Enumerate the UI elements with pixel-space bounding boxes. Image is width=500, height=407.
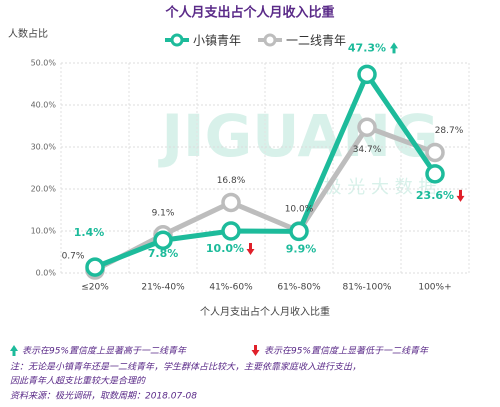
data-label: 10.0% xyxy=(206,242,244,255)
watermark: 极 光 大 数 据 xyxy=(324,177,437,198)
y-tick-label: 40.0% xyxy=(31,101,57,110)
data-label: 47.3% xyxy=(348,41,386,54)
note: 注：无论是小镇青年还是一二线青年，学生群体占比较大，主要依靠家庭收入进行支出， xyxy=(10,362,361,373)
point xyxy=(85,257,105,277)
point xyxy=(425,164,445,184)
down-arrow xyxy=(246,243,255,255)
source: 资料来源：极光调研，取数周期：2018.07-08 xyxy=(10,391,197,402)
y-tick-label: 20.0% xyxy=(31,185,57,194)
x-tick-label: 61%-80% xyxy=(277,283,321,293)
data-label: 10.0% xyxy=(285,205,314,215)
x-tick-label: ≤20% xyxy=(81,283,109,293)
chart-title: 个人月支出占个人月收入比重 xyxy=(164,5,334,21)
note-down: 表示在95%置信度上显著低于一二线青年 xyxy=(264,346,429,357)
note: 因此青年人超支比重较大是合理的 xyxy=(10,376,146,387)
legend-marker xyxy=(170,33,184,47)
x-axis-label: 个人月支出占个人月收入比重 xyxy=(200,305,330,318)
x-tick-label: 21%-40% xyxy=(141,283,185,293)
x-tick-label: 41%-60% xyxy=(209,283,253,293)
point xyxy=(357,64,377,85)
legend-label: 小镇青年 xyxy=(193,34,241,48)
data-label: 16.8% xyxy=(217,176,246,186)
point xyxy=(425,142,445,163)
data-label: 23.6% xyxy=(416,189,454,202)
y-axis-label: 人数占比 xyxy=(8,27,48,40)
point xyxy=(221,192,241,213)
up-arrow-icon xyxy=(10,345,18,356)
point xyxy=(357,117,377,138)
point xyxy=(289,221,309,242)
y-tick-label: 30.0% xyxy=(31,143,57,152)
up-arrow xyxy=(390,42,398,54)
data-label: 0.7% xyxy=(62,252,85,262)
y-tick-label: 10.0% xyxy=(31,227,57,236)
series-line xyxy=(93,124,436,273)
down-arrow xyxy=(456,189,465,202)
data-label: 7.8% xyxy=(148,247,179,260)
data-label: 28.7% xyxy=(435,126,464,136)
point xyxy=(221,221,241,241)
down-arrow-icon xyxy=(251,345,260,356)
series-line xyxy=(94,69,438,270)
data-label: 9.9% xyxy=(286,242,317,255)
y-tick-label: 50.0% xyxy=(31,59,57,68)
legend-label: 一二线青年 xyxy=(286,34,346,48)
data-label: 34.7% xyxy=(353,145,382,155)
x-tick-label: 81%-100% xyxy=(343,283,392,293)
y-tick-label: 0.0% xyxy=(36,269,57,278)
legend-marker xyxy=(263,33,277,47)
x-tick-label: 100%+ xyxy=(418,283,451,293)
data-label: 1.4% xyxy=(74,226,105,239)
data-label: 9.1% xyxy=(152,208,175,218)
note-up: 表示在95%置信度上显著高于一二线青年 xyxy=(22,346,187,357)
point xyxy=(153,230,173,250)
